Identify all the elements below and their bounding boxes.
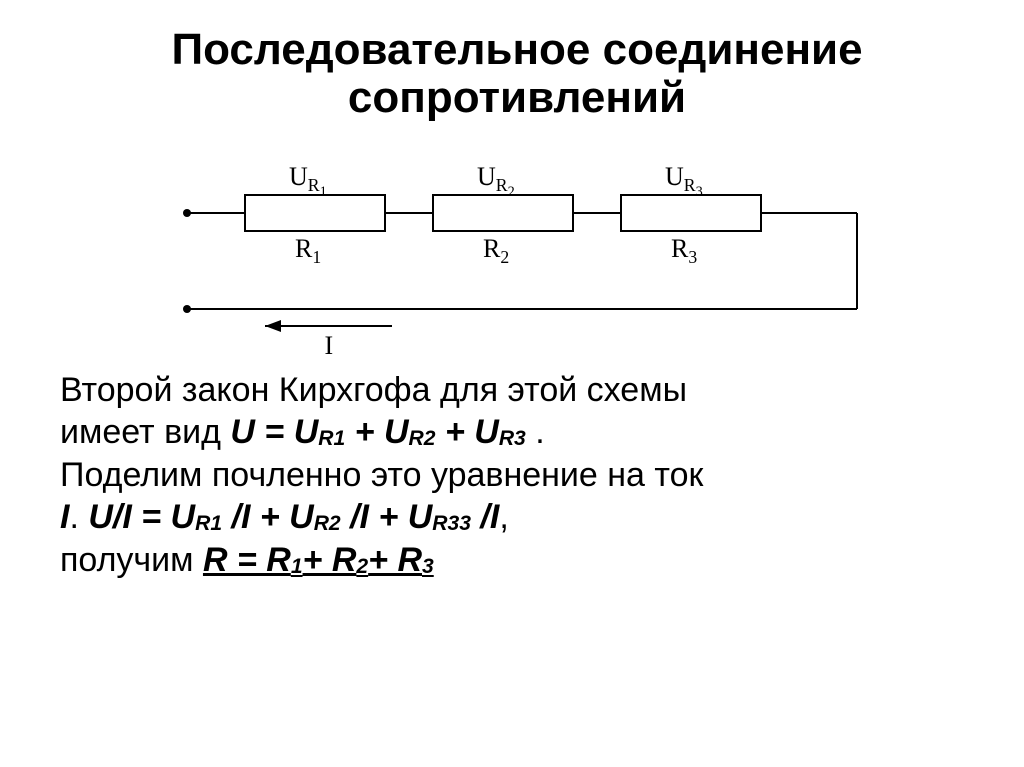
label-r2: R2 — [483, 234, 509, 267]
eq2-mid1: /I + U — [222, 498, 314, 536]
resistor-1 — [245, 195, 385, 231]
body-line4: I. U/I = UR1 /I + UR2 /I + UR33 /I, — [60, 496, 974, 539]
eq3-p1: + R — [303, 541, 357, 579]
eq3-s1: 1 — [291, 555, 303, 578]
circuit-svg: UR1UR2UR3R1R2R3I — [157, 141, 877, 361]
circuit-diagram: UR1UR2UR3R1R2R3I — [60, 141, 974, 361]
eq2-r1: R1 — [195, 512, 222, 535]
body-text: Второй закон Кирхгофа для этой схемы име… — [60, 369, 974, 582]
eq3-s3: 3 — [422, 555, 434, 578]
t4-dot: . — [69, 498, 88, 536]
label-I: I — [325, 331, 334, 360]
eq1-end: . — [526, 413, 545, 451]
eq1-r1: R1 — [318, 427, 345, 450]
label-r3: R3 — [671, 234, 697, 267]
eq3-s2: 2 — [356, 555, 368, 578]
body-line1: Второй закон Кирхгофа для этой схемы — [60, 369, 974, 412]
eq2-end: /I — [471, 498, 499, 536]
current-arrow-head — [265, 320, 281, 332]
eq1-r3: R3 — [499, 427, 526, 450]
eq2-u: U/I = U — [88, 498, 195, 536]
eq2-r3: R33 — [432, 512, 471, 535]
page-title: Последовательное соединение сопротивлени… — [60, 26, 974, 123]
eq2-comma: , — [499, 498, 508, 536]
eq3: R = R — [203, 541, 291, 579]
node-bottom — [183, 305, 191, 313]
body-line5: получим R = R1+ R2+ R3 — [60, 539, 974, 582]
resistor-3 — [621, 195, 761, 231]
title-line2: сопротивлений — [60, 74, 974, 122]
label-r1: R1 — [295, 234, 321, 267]
eq1-r2: R2 — [409, 427, 436, 450]
title-line1: Последовательное соединение — [60, 26, 974, 74]
node-top — [183, 209, 191, 217]
body-line2: имеет вид U = UR1 + UR2 + UR3 . — [60, 411, 974, 454]
eq1-U: U = U — [230, 413, 318, 451]
resistor-2 — [433, 195, 573, 231]
eq1-plus1: + U — [345, 413, 408, 451]
eq2-r2: R2 — [314, 512, 341, 535]
eq2-mid2: /I + U — [341, 498, 433, 536]
eq3-p2: + R — [368, 541, 422, 579]
eq1-plus2: + U — [436, 413, 499, 451]
body-t2a: имеет вид — [60, 413, 230, 451]
t5a: получим — [60, 541, 203, 579]
body-line3: Поделим почленно это уравнение на ток — [60, 454, 974, 497]
